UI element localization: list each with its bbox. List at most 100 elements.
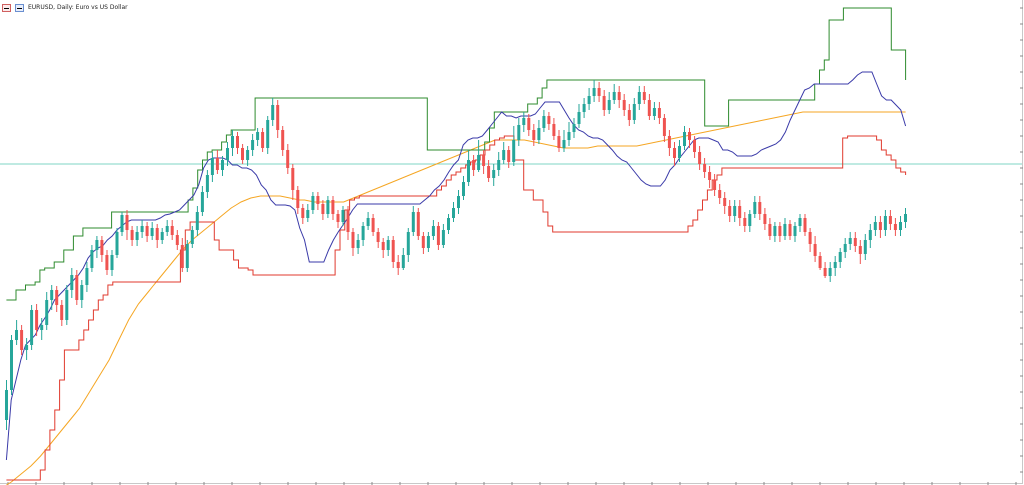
candle[interactable] xyxy=(150,222,154,240)
candle[interactable] xyxy=(195,206,199,236)
candle[interactable] xyxy=(296,186,300,214)
candle[interactable] xyxy=(120,212,124,236)
candle[interactable] xyxy=(436,222,440,250)
candle[interactable] xyxy=(778,222,782,242)
candle[interactable] xyxy=(592,80,596,102)
candle[interactable] xyxy=(291,164,295,200)
candle[interactable] xyxy=(190,226,194,248)
candle[interactable] xyxy=(517,118,521,146)
candle[interactable] xyxy=(391,236,395,268)
candle[interactable] xyxy=(798,214,802,232)
candle[interactable] xyxy=(793,222,797,242)
candle[interactable] xyxy=(647,94,651,120)
candle[interactable] xyxy=(431,220,435,240)
candle[interactable] xyxy=(40,318,44,340)
candle[interactable] xyxy=(20,325,24,355)
candle[interactable] xyxy=(200,186,204,216)
candle[interactable] xyxy=(487,160,491,182)
candle[interactable] xyxy=(321,200,325,220)
candle[interactable] xyxy=(185,240,189,272)
candle[interactable] xyxy=(502,142,506,164)
candle[interactable] xyxy=(346,206,350,240)
candle[interactable] xyxy=(447,214,450,234)
candle[interactable] xyxy=(808,228,812,252)
candle[interactable] xyxy=(231,130,234,156)
candle[interactable] xyxy=(256,128,260,146)
candle[interactable] xyxy=(587,88,591,110)
candle[interactable] xyxy=(743,212,747,232)
candle[interactable] xyxy=(441,224,445,248)
candle[interactable] xyxy=(843,238,847,258)
candle[interactable] xyxy=(542,110,546,132)
candle[interactable] xyxy=(522,112,526,132)
candle[interactable] xyxy=(507,146,511,168)
candle[interactable] xyxy=(421,232,425,254)
candle[interactable] xyxy=(637,86,641,110)
candle[interactable] xyxy=(577,104,581,128)
candle[interactable] xyxy=(406,228,410,262)
candle[interactable] xyxy=(281,126,285,156)
candle[interactable] xyxy=(537,120,541,144)
candle[interactable] xyxy=(823,262,827,278)
candle[interactable] xyxy=(547,112,551,130)
candle[interactable] xyxy=(673,142,676,166)
candle[interactable] xyxy=(512,126,516,166)
candle[interactable] xyxy=(813,236,817,262)
candle[interactable] xyxy=(221,156,224,176)
candle[interactable] xyxy=(336,210,340,228)
candle[interactable] xyxy=(316,192,320,210)
candle[interactable] xyxy=(180,238,184,272)
candle[interactable] xyxy=(728,200,732,222)
candle[interactable] xyxy=(758,196,762,220)
candle[interactable] xyxy=(467,150,470,186)
candle[interactable] xyxy=(883,210,887,236)
candle[interactable] xyxy=(261,128,265,152)
candle[interactable] xyxy=(241,144,244,164)
candle[interactable] xyxy=(10,335,13,395)
candle[interactable] xyxy=(642,86,646,104)
candle[interactable] xyxy=(462,176,465,200)
candle[interactable] xyxy=(572,118,576,138)
candle[interactable] xyxy=(602,90,606,116)
candle[interactable] xyxy=(497,152,501,176)
candle[interactable] xyxy=(30,305,34,350)
candle[interactable] xyxy=(452,202,455,222)
candle[interactable] xyxy=(904,208,907,228)
candle[interactable] xyxy=(803,214,807,236)
candle[interactable] xyxy=(652,102,656,120)
candle[interactable] xyxy=(331,196,335,220)
candle[interactable] xyxy=(833,256,837,276)
candle[interactable] xyxy=(582,98,586,118)
candle[interactable] xyxy=(205,170,209,198)
candle[interactable] xyxy=(557,130,561,152)
candle[interactable] xyxy=(376,228,380,248)
candle[interactable] xyxy=(552,118,556,140)
candle[interactable] xyxy=(251,134,255,156)
candle[interactable] xyxy=(899,216,902,236)
candle[interactable] xyxy=(868,224,872,248)
candle[interactable] xyxy=(140,220,144,238)
candle[interactable] xyxy=(567,122,571,146)
candle[interactable] xyxy=(893,218,897,236)
candle[interactable] xyxy=(773,222,777,242)
candle[interactable] xyxy=(763,208,767,230)
candle[interactable] xyxy=(100,236,104,262)
candle[interactable] xyxy=(80,280,84,308)
candle[interactable] xyxy=(617,86,621,108)
candle[interactable] xyxy=(818,252,822,270)
candle[interactable] xyxy=(472,155,476,176)
candle[interactable] xyxy=(366,212,370,230)
candle[interactable] xyxy=(135,226,139,246)
candle[interactable] xyxy=(386,236,390,256)
candle[interactable] xyxy=(311,192,315,214)
candle[interactable] xyxy=(271,98,275,126)
candle[interactable] xyxy=(426,232,430,252)
candle[interactable] xyxy=(693,136,696,158)
candle[interactable] xyxy=(215,150,219,174)
candle[interactable] xyxy=(457,190,460,214)
candle[interactable] xyxy=(85,262,89,292)
candle[interactable] xyxy=(667,130,671,156)
candle[interactable] xyxy=(326,196,330,218)
